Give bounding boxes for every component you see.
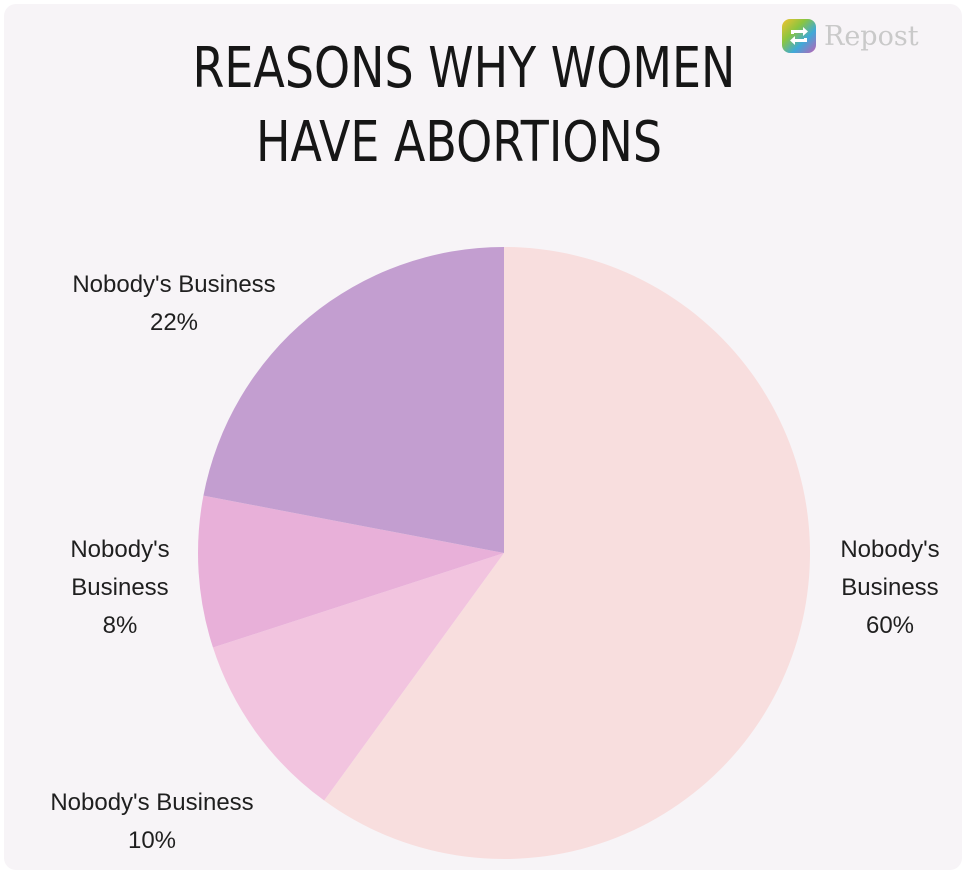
pie-slice-10-percent [212,553,505,801]
slice-label-name-line-2: Business [71,574,169,601]
pie-slice-60-percent [324,247,811,859]
slice-label-nobodys-business-22: Nobody's Business 22% [34,266,314,342]
slice-label-value: 22% [149,309,199,336]
repost-icon [782,19,816,53]
repost-label: Repost [824,20,919,52]
slice-label-name-line-2: Business [841,574,939,601]
repost-arrows-icon [790,27,808,45]
chart-title-line-1: REASONS WHY WOMEN [192,36,736,101]
slice-label-name: Nobody's Business [72,271,276,298]
slice-label-value: 8% [102,612,138,639]
slice-label-nobodys-business-10: Nobody's Business 10% [12,784,292,860]
pie-slices [198,247,811,859]
pie-chart [198,247,811,859]
slice-label-value: 10% [127,827,177,854]
chart-title: REASONS WHY WOMEN HAVE ABORTIONS [192,32,736,180]
pie-slice-22-percent [203,247,505,553]
slice-label-nobodys-business-60: Nobody's Business 60% [810,531,962,645]
slice-label-name-line-1: Nobody's [70,536,170,563]
repost-badge: Repost [782,16,919,56]
slice-label-nobodys-business-8: Nobody's Business 8% [40,531,200,645]
chart-card: REASONS WHY WOMEN HAVE ABORTIONS Repost … [4,4,962,870]
chart-title-line-2: HAVE ABORTIONS [255,110,663,175]
pie-slice-8-percent [198,495,504,648]
slice-label-value: 60% [865,612,915,639]
slice-label-name-line-1: Nobody's [840,536,940,563]
slice-label-name: Nobody's Business [50,789,254,816]
